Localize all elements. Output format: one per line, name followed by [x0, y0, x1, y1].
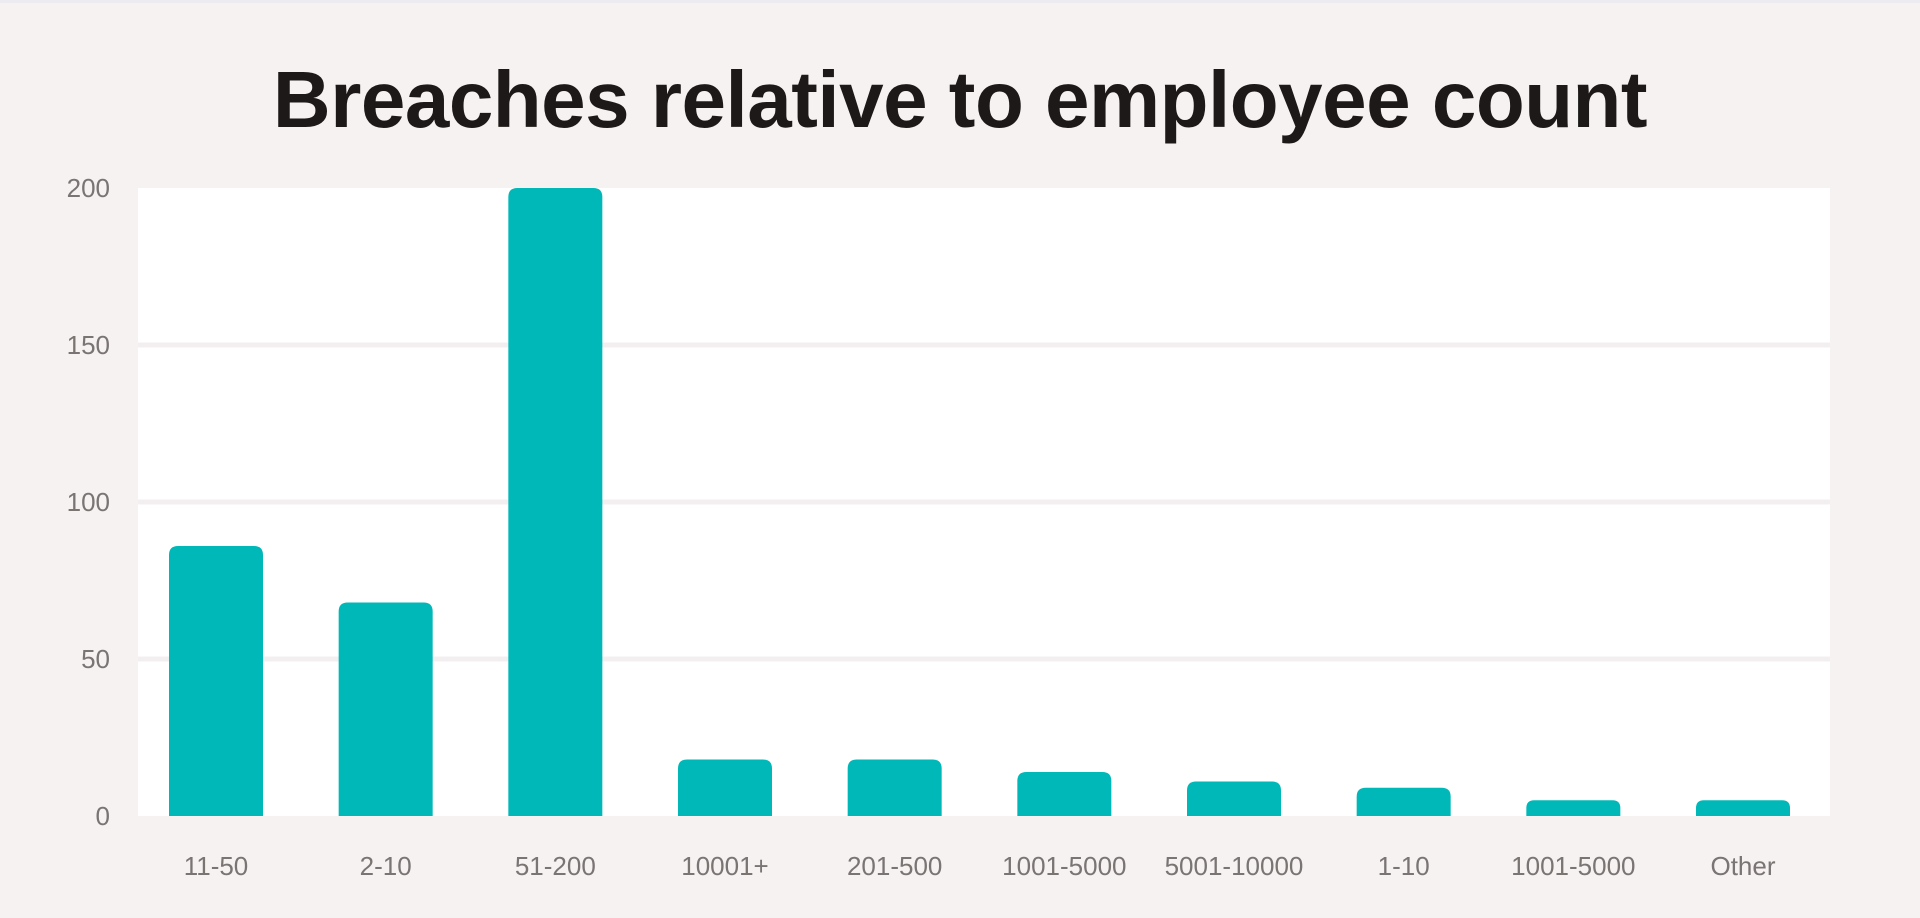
- y-axis-ticks: 0 50 100 150 200: [67, 173, 110, 831]
- bars: [169, 188, 1790, 816]
- y-tick-label: 50: [81, 644, 110, 674]
- top-strip: [0, 0, 1920, 3]
- bar: [1696, 800, 1790, 816]
- x-tick-label: 5001-10000: [1165, 851, 1304, 881]
- bar: [1526, 800, 1621, 816]
- x-tick-label: 10001+: [681, 851, 768, 881]
- chart-title: Breaches relative to employee count: [272, 55, 1648, 144]
- bar: [1017, 772, 1112, 816]
- bar: [1187, 781, 1281, 816]
- x-axis-labels: 11-50 2-10 51-200 10001+ 201-500 1001-5000 500…: [184, 851, 1776, 881]
- bar: [338, 602, 433, 816]
- bar: [847, 759, 942, 816]
- y-tick-label: 200: [67, 173, 110, 203]
- x-tick-label: Other: [1710, 851, 1775, 881]
- bar: [508, 188, 603, 816]
- x-tick-label: 2-10: [360, 851, 412, 881]
- x-tick-label: 51-200: [515, 851, 596, 881]
- x-tick-label: 11-50: [184, 851, 249, 881]
- x-tick-label: 1-10: [1378, 851, 1430, 881]
- x-tick-label: 1001-5000: [1511, 851, 1635, 881]
- y-tick-label: 100: [67, 487, 110, 517]
- y-tick-label: 150: [67, 330, 110, 360]
- x-tick-label: 1001-5000: [1002, 851, 1126, 881]
- bar: [678, 759, 772, 816]
- bar: [169, 545, 263, 816]
- x-tick-label: 201-500: [847, 851, 942, 881]
- y-tick-label: 0: [96, 801, 110, 831]
- bar: [1356, 787, 1451, 816]
